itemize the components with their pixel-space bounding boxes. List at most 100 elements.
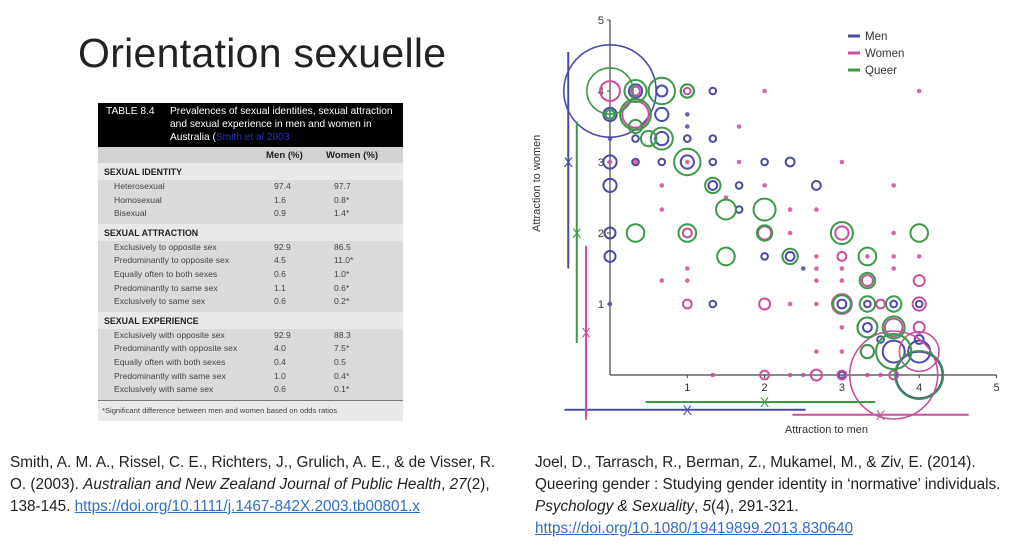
citation-left-volume: 27 — [449, 476, 467, 493]
table-row: Exclusively with opposite sex 92.9 88.3 — [98, 329, 403, 343]
table-row: Heterosexual 97.4 97.7 — [98, 180, 403, 194]
queer-bubble — [857, 246, 878, 267]
table-header: TABLE 8.4 Prevalences of sexual identiti… — [98, 103, 403, 147]
women-value: 11.0* — [334, 255, 354, 266]
queer-bubble — [715, 198, 737, 221]
men-value: 0.4 — [274, 356, 286, 367]
women-point — [814, 254, 819, 259]
section-header: SEXUAL EXPERIENCE — [98, 311, 403, 329]
section-header: SEXUAL IDENTITY — [98, 163, 403, 180]
queer-bubble — [858, 295, 877, 313]
women-point — [633, 159, 638, 165]
women-bubble — [599, 80, 621, 102]
men-value: 92.9 — [274, 329, 291, 340]
queer-bubble — [859, 343, 876, 360]
men-value: 97.4 — [274, 181, 291, 191]
men-value: 1.0 — [274, 370, 286, 381]
women-point — [878, 372, 883, 378]
y-tick-label: 3 — [598, 157, 604, 169]
women-point — [891, 254, 896, 259]
men-x-mean-marker: X — [683, 402, 693, 418]
citation-left-text: Smith, A. M. A., Rissel, C. E., Richters… — [10, 454, 496, 493]
women-point — [685, 159, 690, 165]
men-bubble — [602, 154, 618, 170]
men-bubble — [683, 134, 692, 143]
men-bubble — [837, 370, 847, 380]
table-row: Predominantly with opposite sex 4.0 7.5* — [98, 342, 403, 356]
women-point — [659, 183, 665, 188]
men-bubble — [784, 251, 796, 262]
women-bubble — [758, 297, 772, 311]
men-value: 92.9 — [274, 241, 291, 252]
men-bubble — [836, 298, 848, 310]
queer-bubble — [716, 246, 736, 267]
women-point — [736, 159, 742, 165]
men-value: 0.6 — [274, 268, 286, 279]
men-bubble — [876, 335, 885, 344]
women-point — [839, 159, 845, 165]
citation-right-rest: (4), 291-321. — [711, 498, 799, 515]
row-label: Predominantly with opposite sex — [114, 343, 238, 354]
women-bubble — [683, 86, 692, 96]
women-point — [607, 159, 613, 165]
row-label: Equally often with both sexes — [114, 356, 226, 367]
citation-left-doi-link[interactable]: https://doi.org/10.1111/j.1467-842X.2003… — [74, 498, 420, 515]
men-value: 4.0 — [274, 343, 286, 354]
women-value: 7.5* — [334, 343, 350, 354]
women-bubble — [681, 298, 693, 310]
row-label: Bisexual — [114, 208, 147, 219]
women-bubble — [860, 274, 874, 288]
women-bubble — [834, 225, 850, 241]
men-bubble — [862, 322, 873, 333]
table-row: Exclusively to same sex 0.6 0.2* — [98, 295, 403, 309]
citation-left-journal: Australian and New Zealand Journal of Pu… — [83, 476, 442, 493]
women-bubble — [831, 293, 853, 315]
men-y-mean-marker: X — [564, 154, 574, 170]
women-value: 0.1* — [334, 384, 350, 395]
women-y-mean-marker: X — [581, 324, 591, 340]
table-footnote: *Significant difference between men and … — [98, 399, 403, 421]
men-bubble — [734, 181, 744, 190]
men-value: 4.5 — [274, 255, 286, 266]
men-bubble — [881, 339, 906, 364]
women-point — [814, 278, 819, 283]
table-body: SEXUAL IDENTITY Heterosexual 97.4 97.7 Homos… — [98, 163, 403, 400]
women-x-mean-marker: X — [876, 407, 886, 423]
row-label: Heterosexual — [114, 181, 165, 191]
women-point — [659, 278, 665, 283]
queer-bubble — [858, 271, 877, 290]
men-bubble — [784, 156, 796, 168]
citation-right-doi-link[interactable]: https://doi.org/10.1080/19419899.2013.83… — [535, 520, 854, 537]
men-bubble — [654, 130, 670, 147]
men-bubble — [708, 134, 718, 143]
men-bubble — [895, 351, 944, 399]
queer-y-mean-marker: X — [572, 225, 582, 241]
queer-bubble — [586, 67, 634, 115]
caption-source-link[interactable]: Smith et al 2003 — [215, 132, 290, 143]
women-value: 0.2* — [334, 296, 350, 307]
queer-x-mean-marker: X — [760, 394, 770, 410]
table-row: Exclusively to opposite sex 92.9 86.5 — [98, 241, 403, 255]
women-point — [736, 124, 742, 129]
women-bubble — [912, 274, 926, 288]
table-caption: Prevalences of sexual identities, sexual… — [170, 105, 398, 144]
women-bubble — [911, 296, 927, 312]
women-point — [839, 349, 845, 354]
women-point — [891, 230, 896, 236]
queer-bubble — [619, 98, 652, 131]
column-headers: Men (%) Women (%) — [98, 147, 403, 163]
queer-bubble — [627, 118, 644, 135]
x-tick-label: 4 — [916, 382, 922, 394]
men-bubble — [602, 177, 618, 194]
citation-left-rest: (2), 138-145. — [10, 476, 490, 515]
women-point — [814, 301, 819, 307]
women-bubble — [836, 369, 848, 381]
queer-bubble — [856, 316, 879, 339]
section-header: SEXUAL ATTRACTION — [98, 223, 403, 241]
men-bubble — [603, 226, 617, 240]
women-point — [865, 372, 870, 378]
table-row: Predominantly with same sex 1.0 0.4* — [98, 370, 403, 384]
men-bubble — [654, 106, 670, 123]
women-bubble — [848, 330, 939, 420]
women-bubble — [883, 317, 904, 338]
